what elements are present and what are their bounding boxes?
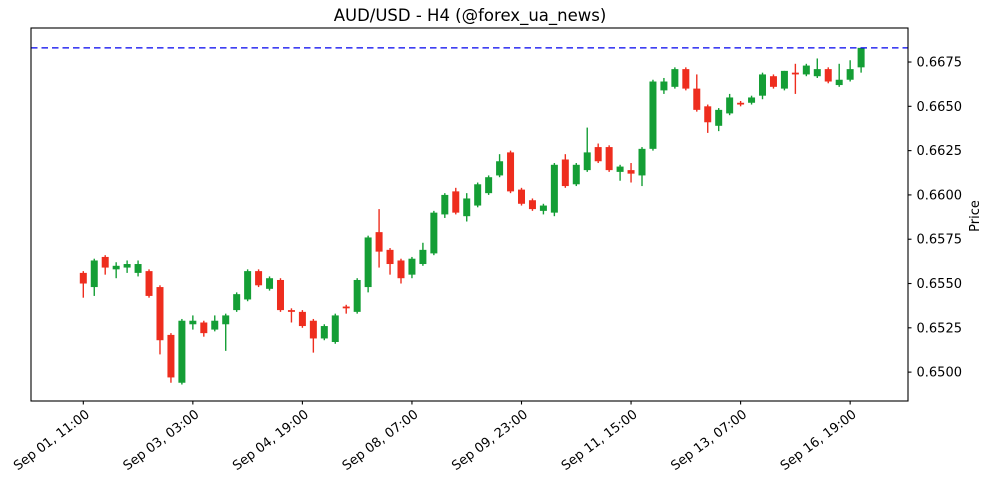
candle-body	[594, 147, 602, 162]
y-tick-label: 0.6625	[917, 144, 963, 159]
candle-body	[824, 69, 832, 82]
candle-body	[759, 74, 767, 96]
candle-body	[309, 320, 317, 339]
candle-body	[682, 69, 690, 89]
candle-body	[780, 70, 788, 89]
y-tick-label: 0.6550	[917, 277, 963, 292]
candle-body	[627, 170, 635, 174]
candle-body	[550, 164, 558, 213]
x-tick-label: Sep 11, 15:00	[559, 407, 641, 474]
y-tick-label: 0.6600	[917, 188, 963, 203]
y-axis-label: Price	[968, 200, 983, 232]
candle-body	[496, 161, 504, 176]
candle-body	[233, 294, 241, 311]
candle-body	[397, 260, 405, 279]
x-tick-label: Sep 08, 07:00	[340, 407, 422, 474]
candle-body	[145, 271, 153, 296]
candle-body	[386, 249, 394, 265]
candle-body	[452, 191, 460, 213]
candle-body	[463, 198, 471, 217]
candle-body	[276, 279, 284, 311]
candle-body	[255, 271, 263, 286]
candle-body	[605, 147, 613, 171]
candle-body	[572, 164, 580, 185]
candle-body	[101, 256, 109, 268]
candle-body	[638, 148, 646, 176]
candle-body	[167, 334, 175, 378]
candle-body	[298, 311, 306, 327]
y-tick-label: 0.6575	[917, 233, 963, 248]
candle-body	[375, 232, 383, 252]
candle-body	[726, 97, 734, 114]
candle-body	[419, 249, 427, 265]
candle-body	[704, 106, 712, 123]
candle-body	[178, 320, 186, 383]
candle-body	[518, 189, 525, 204]
candle-body	[846, 69, 854, 80]
candle-body	[441, 194, 449, 215]
candle-body	[583, 152, 591, 171]
x-tick-label: Sep 09, 23:00	[449, 407, 531, 474]
candle-body	[211, 320, 219, 330]
candle-body	[90, 260, 98, 288]
candle-body	[485, 177, 493, 194]
candle-body	[134, 264, 142, 273]
candle-body	[660, 81, 668, 91]
candle-body	[331, 315, 339, 342]
candle-body	[769, 76, 777, 87]
candle-body	[857, 47, 865, 68]
x-tick-label: Sep 03, 03:00	[121, 407, 203, 474]
candle-body	[364, 237, 372, 288]
candle-body	[123, 264, 131, 268]
candle-body	[112, 265, 120, 270]
candle-body	[156, 287, 164, 341]
candle-body	[561, 159, 569, 187]
y-tick-label: 0.6650	[917, 100, 963, 115]
candle-body	[737, 102, 745, 105]
candle-body	[835, 79, 843, 86]
y-tick-label: 0.6525	[917, 321, 963, 336]
candle-body	[287, 310, 295, 312]
candle-body	[474, 184, 482, 206]
y-tick-label: 0.6675	[917, 56, 963, 71]
candle-body	[616, 166, 624, 172]
candle-body	[320, 326, 328, 339]
x-tick-label: Sep 13, 07:00	[668, 407, 750, 474]
candle-body	[189, 320, 197, 325]
y-tick-label: 0.6500	[917, 366, 963, 381]
candle-body	[813, 69, 821, 77]
plot-border	[30, 27, 909, 402]
candle-body	[266, 278, 274, 289]
candle-body	[715, 109, 723, 126]
x-tick-label: Sep 04, 19:00	[230, 407, 312, 474]
candle-body	[748, 97, 756, 103]
candle-body	[342, 306, 350, 309]
candle-body	[693, 88, 701, 110]
candle-body	[528, 200, 536, 210]
candle-body	[222, 315, 230, 325]
candle-body	[244, 271, 252, 300]
chart-title: AUD/USD - H4 (@forex_ua_news)	[333, 6, 607, 25]
candle-body	[408, 258, 416, 275]
candle-body	[353, 279, 361, 312]
x-tick-label: Sep 16, 19:00	[778, 407, 860, 474]
candle-body	[671, 69, 679, 87]
candle-body	[791, 72, 799, 75]
candle-body	[802, 65, 810, 75]
candle-body	[539, 205, 547, 211]
candle-body	[79, 272, 87, 284]
x-tick-label: Sep 01, 11:00	[11, 407, 93, 474]
candle-body	[200, 322, 208, 334]
candle-body	[649, 81, 657, 149]
candle-body	[430, 212, 438, 254]
candle-body	[507, 152, 515, 192]
